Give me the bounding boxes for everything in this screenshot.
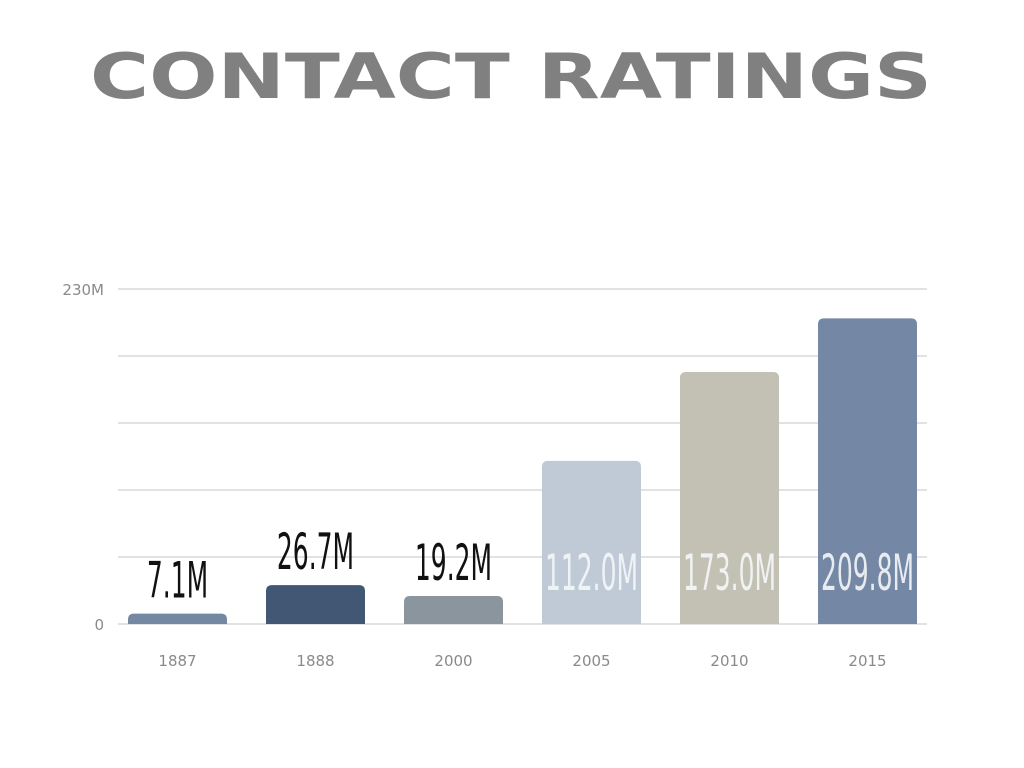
x-tick-label: 1887	[158, 652, 196, 670]
chart-title: CONTACT RATINGS	[90, 40, 932, 113]
data-label: 112.0M	[545, 544, 638, 602]
x-axis-ticks: 1887 1888 2000 2005 2010 2015	[158, 652, 886, 670]
data-label: 19.2M	[415, 534, 492, 592]
bar	[266, 585, 365, 624]
data-labels: 7.1M 26.7M 19.2M 112.0M 173.0M 209.8M	[147, 524, 914, 611]
bar	[818, 318, 917, 624]
data-label: 26.7M	[277, 524, 354, 582]
x-tick-label: 2000	[434, 652, 472, 670]
bar	[128, 613, 227, 624]
y-tick-label: 230M	[62, 281, 104, 299]
y-axis-ticks: 0 230M	[62, 281, 104, 634]
data-label: 7.1M	[147, 552, 208, 610]
x-tick-label: 2005	[572, 652, 610, 670]
x-tick-label: 2015	[848, 652, 886, 670]
data-label: 173.0M	[683, 544, 776, 602]
data-label: 209.8M	[821, 544, 914, 602]
y-tick-label: 0	[94, 616, 104, 634]
bars	[128, 318, 917, 624]
gridlines	[118, 288, 927, 625]
x-tick-label: 2010	[710, 652, 748, 670]
bar	[680, 372, 779, 624]
bar	[404, 596, 503, 624]
x-tick-label: 1888	[296, 652, 334, 670]
bar	[542, 460, 641, 624]
